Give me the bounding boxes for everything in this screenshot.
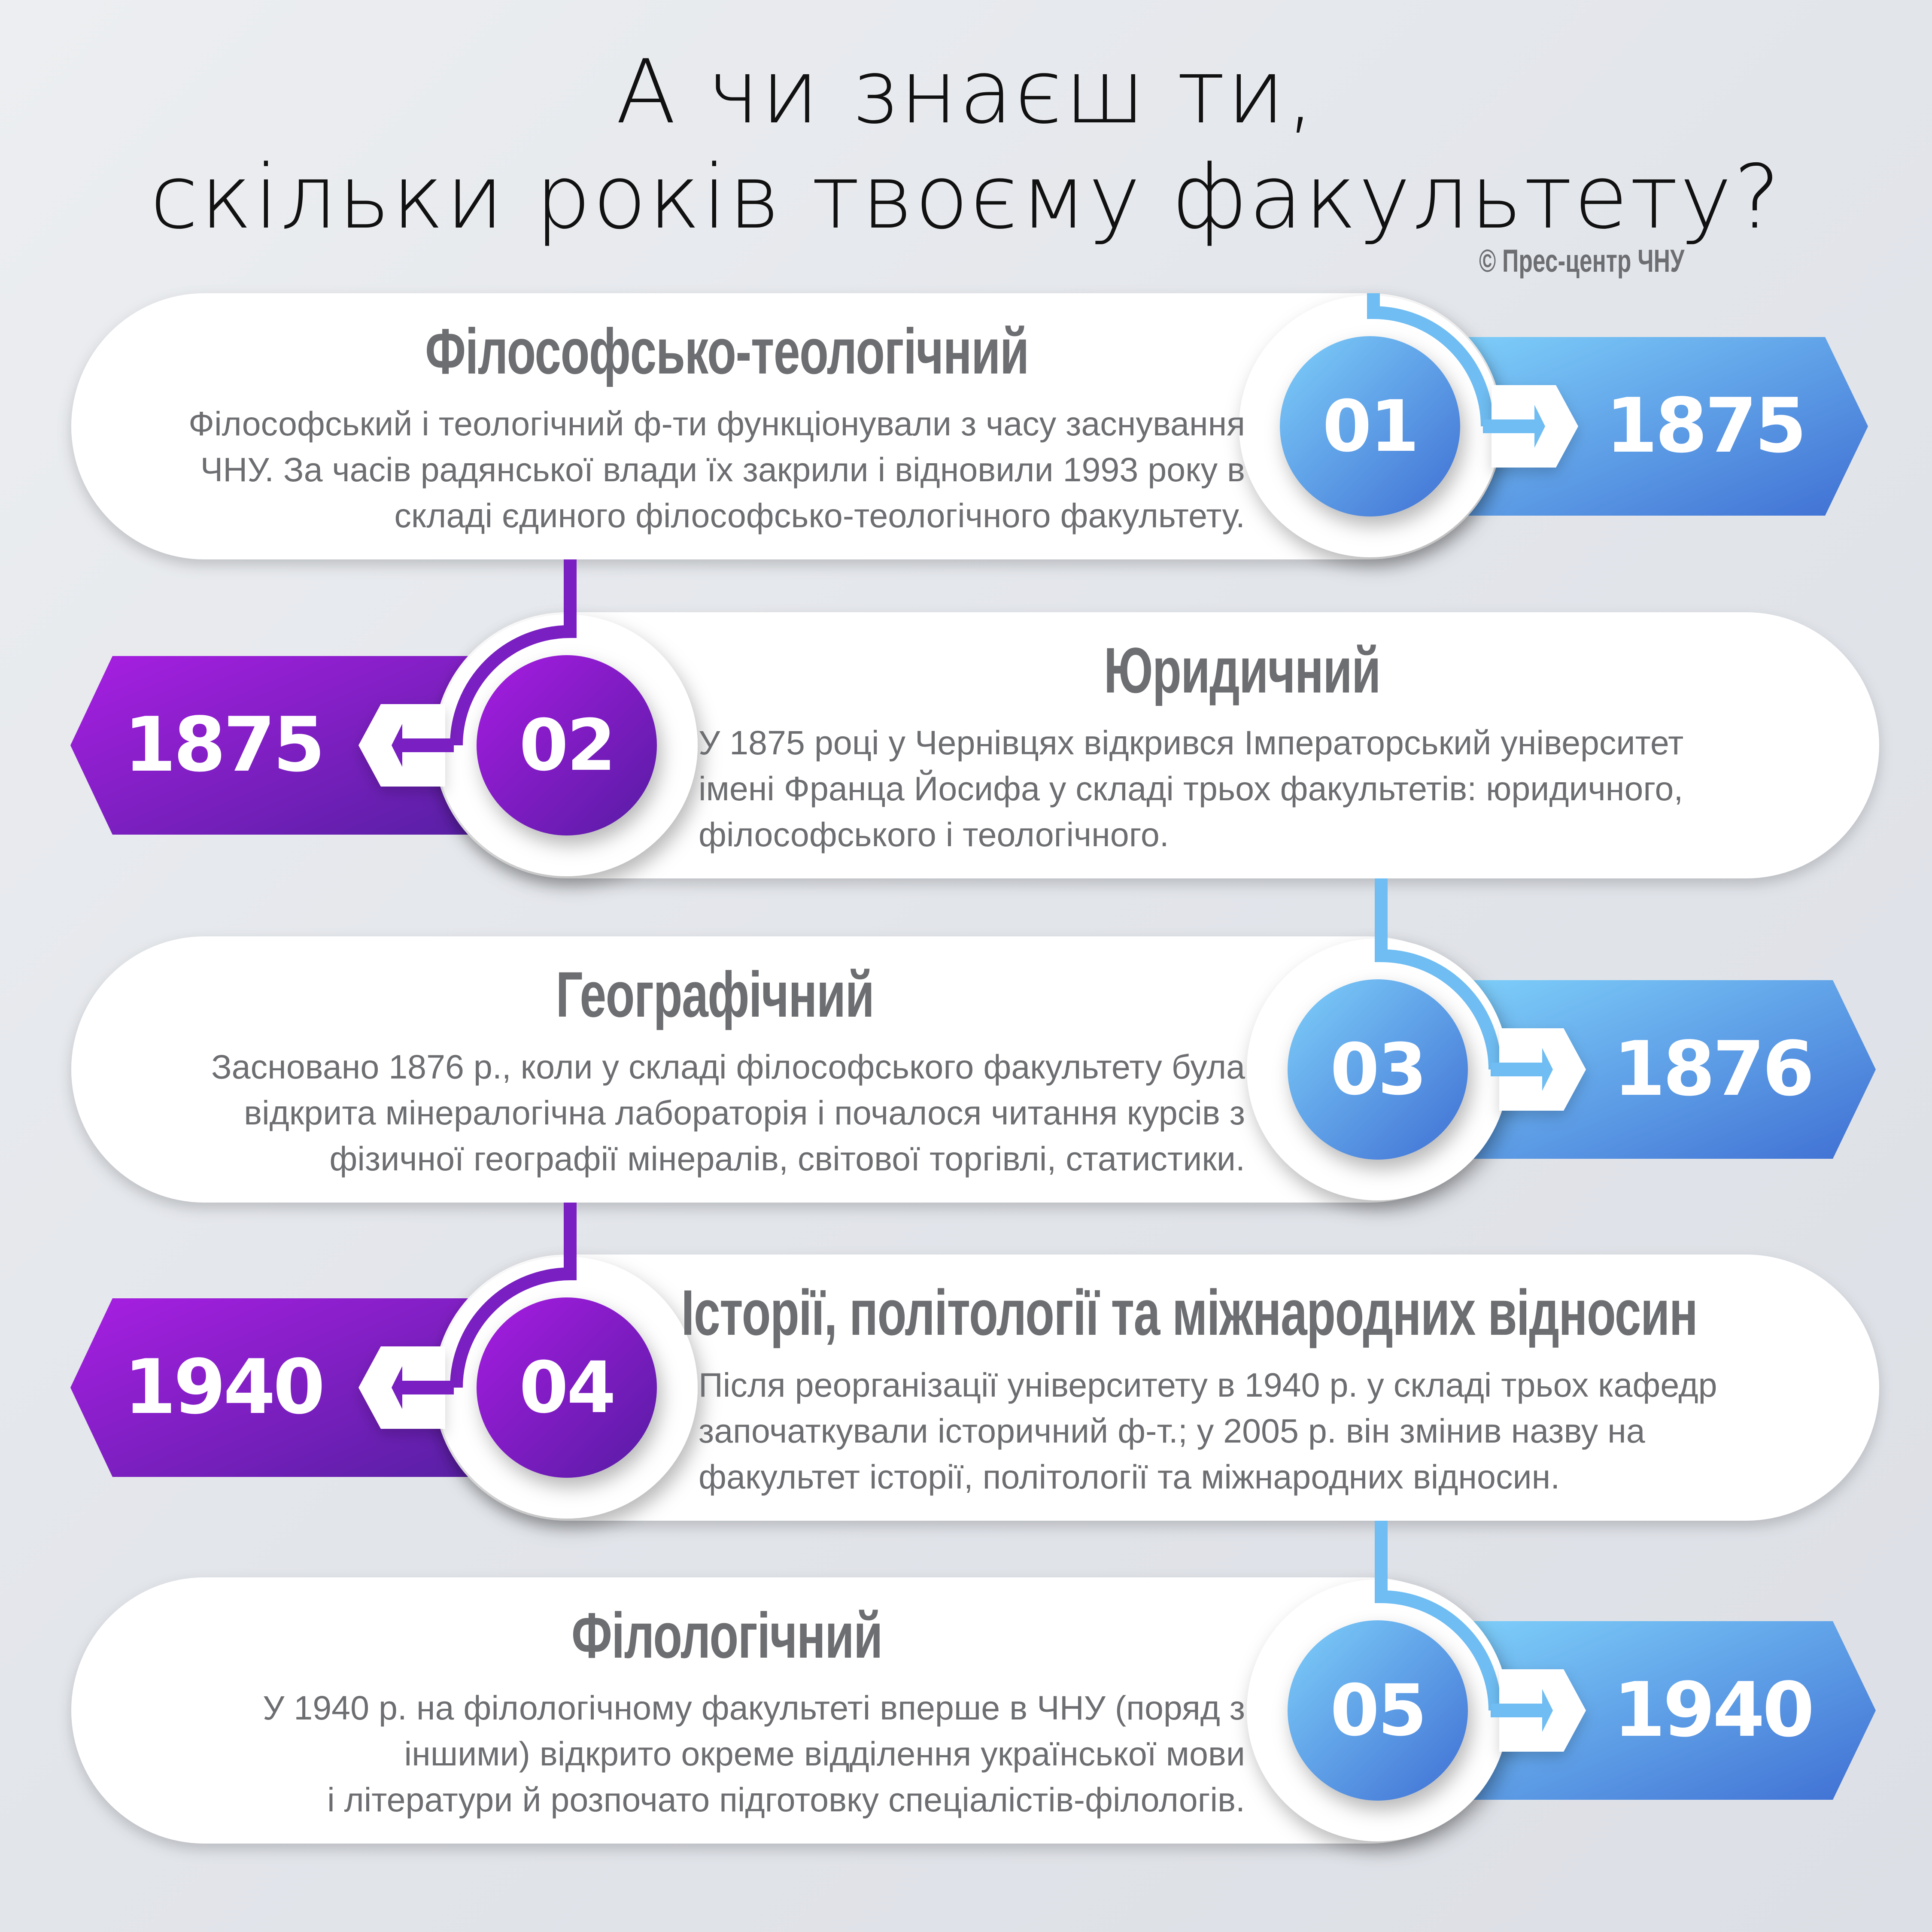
card-pill <box>71 936 1503 1203</box>
connector-line <box>1375 1521 1501 1711</box>
item-number: 05 <box>1330 1669 1427 1752</box>
card-pill <box>71 293 1503 559</box>
year-banner <box>1459 1621 1876 1800</box>
item-number: 03 <box>1330 1028 1427 1111</box>
faculty-description: Філософський і теологічний ф-ти функціон… <box>43 401 1245 538</box>
item-year: 1875 <box>124 702 325 789</box>
number-circle <box>1288 1620 1468 1801</box>
connector-line <box>450 1203 577 1388</box>
faculty-description: У 1940 р. на філологічному факультеті вп… <box>43 1685 1245 1823</box>
faculty-description: Після реорганізації університету в 1940 … <box>699 1362 1901 1500</box>
description-line: філософського і теологічного. <box>699 815 1169 854</box>
faculty-heading: Географічний <box>556 958 875 1030</box>
number-circle <box>477 655 657 835</box>
description-line: і літератури й розпочато підготовку спец… <box>327 1780 1245 1819</box>
item-year: 1940 <box>124 1344 325 1431</box>
page-title-line-2: скільки років твоєму факультету? <box>150 146 1782 249</box>
description-line: ЧНУ. За часів радянської влади їх закрил… <box>200 450 1245 489</box>
item-number: 02 <box>519 704 616 787</box>
description-line: У 1875 році у Чернівцях відкрився Імпера… <box>699 723 1684 762</box>
description-line: відкрита мінералогічна лабораторія і поч… <box>244 1094 1245 1132</box>
arrow-left-icon <box>392 1366 454 1409</box>
description-line: Після реорганізації університету в 1940 … <box>699 1366 1717 1404</box>
year-banner <box>1452 337 1868 516</box>
item-number: 01 <box>1322 385 1419 468</box>
connector-line <box>450 559 577 746</box>
description-line: іншими) відкрито окреме відділення украї… <box>404 1735 1245 1773</box>
year-banner <box>70 656 494 835</box>
card-pill <box>434 612 1879 878</box>
card-pill <box>434 1255 1879 1521</box>
faculty-description: Засновано 1876 р., коли у складі філософ… <box>43 1044 1245 1182</box>
faculty-heading: Юридичний <box>1104 634 1381 706</box>
arrow-right-icon <box>1491 1048 1553 1091</box>
item-year: 1876 <box>1613 1026 1814 1113</box>
item-number: 04 <box>519 1346 616 1429</box>
number-circle <box>477 1297 657 1478</box>
faculty-heading: Філософсько-теологічний <box>425 315 1029 387</box>
connector-line <box>1375 878 1501 1070</box>
page-title-line-1: А чи знаєш ти, <box>616 41 1316 143</box>
faculty-description: У 1875 році у Чернівцях відкрився Імпера… <box>699 720 1901 857</box>
number-circle <box>1280 336 1460 516</box>
description-line: складі єдиного філософсько-теологічного … <box>394 496 1245 535</box>
description-line: фізичної географії мінералів, світової т… <box>329 1139 1245 1178</box>
faculty-heading: Історії, політології та міжнародних відн… <box>681 1276 1698 1349</box>
description-line: імені Франца Йосифа у складі трьох факул… <box>699 769 1683 808</box>
description-line: факультет історії, політології та міжнар… <box>699 1458 1560 1496</box>
item-year: 1875 <box>1605 383 1807 470</box>
description-line: започаткували історичний ф-т.; у 2005 р.… <box>699 1412 1645 1450</box>
arrow-right-icon <box>1483 405 1545 448</box>
card-pill <box>71 1577 1503 1844</box>
description-line: Філософський і теологічний ф-ти функціон… <box>188 404 1245 443</box>
year-banner <box>1459 980 1876 1159</box>
year-banner <box>70 1298 494 1477</box>
arrow-right-icon <box>1491 1689 1553 1732</box>
press-center-credit: © Прес-центр ЧНУ <box>1479 243 1684 279</box>
description-line: У 1940 р. на філологічному факультеті вп… <box>263 1689 1245 1727</box>
item-year: 1940 <box>1613 1667 1814 1754</box>
connector-line <box>1367 293 1494 427</box>
faculty-heading: Філологічний <box>571 1599 883 1671</box>
number-circle <box>1288 979 1468 1160</box>
arrow-left-icon <box>392 724 454 767</box>
description-line: Засновано 1876 р., коли у складі філософ… <box>211 1048 1245 1086</box>
